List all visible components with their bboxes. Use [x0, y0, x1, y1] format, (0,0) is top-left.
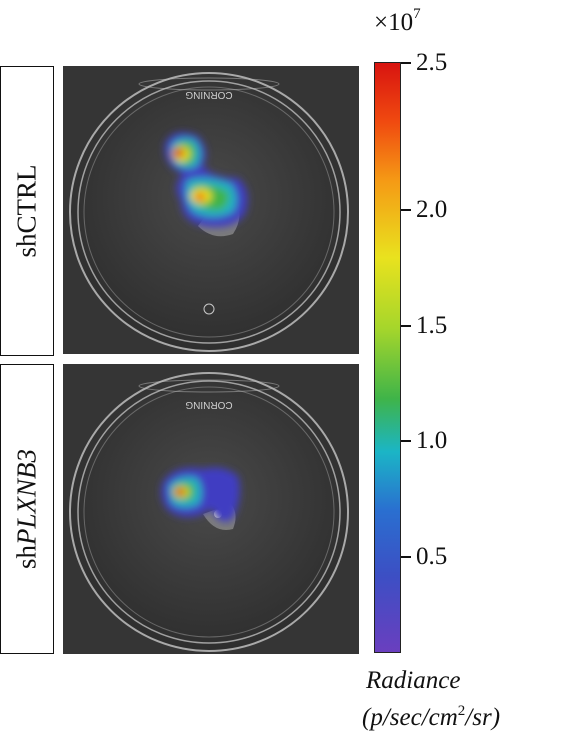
- colorbar-tick: [401, 556, 411, 558]
- bioluminescence-signal-shplxnb3: [161, 467, 240, 523]
- colorbar-tick-label: 1.0: [416, 427, 448, 454]
- petri-dish-shctrl: CORNING: [63, 66, 359, 354]
- image-panel-shctrl: CORNING: [63, 66, 359, 354]
- colorbar-tick-label: 1.5: [416, 312, 448, 339]
- colorbar-tick: [401, 440, 411, 442]
- group-label-shplxnb3: shPLXNB3: [0, 364, 54, 654]
- group-label-shctrl: shCTRL: [0, 66, 54, 356]
- bioluminescence-signal-shctrl: [164, 132, 248, 228]
- petri-dish-shplxnb3: CORNING: [63, 364, 359, 654]
- colorbar-tick: [401, 62, 411, 64]
- group-label-sh-prefix: sh: [11, 545, 42, 570]
- group-label-gene: PLXNB3: [11, 448, 42, 545]
- colorbar-unit: (p/sec/cm2/sr): [362, 703, 501, 731]
- colorbar-tick-label: 2.5: [416, 49, 448, 76]
- colorbar-title: Radiance: [366, 667, 461, 694]
- colorbar-tick-label: 0.5: [416, 543, 448, 570]
- colorbar-multiplier: ×107: [374, 6, 421, 36]
- dish-brand-text: CORNING: [185, 89, 232, 100]
- group-label-shctrl-text: shCTRL: [11, 164, 42, 258]
- colorbar-tick: [401, 209, 411, 211]
- dish-brand-text: CORNING: [185, 399, 232, 410]
- radiance-colorbar: [374, 62, 401, 653]
- colorbar-tick: [401, 325, 411, 327]
- image-panel-shplxnb3: CORNING: [63, 364, 359, 654]
- colorbar-tick-label: 2.0: [416, 196, 448, 223]
